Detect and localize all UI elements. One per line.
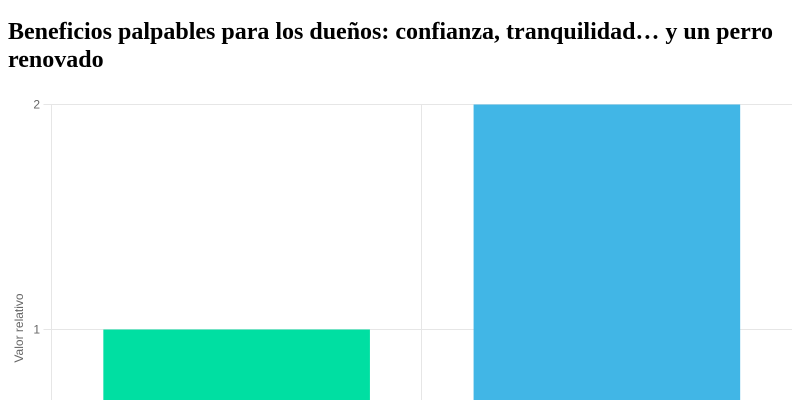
svg-text:2: 2 [33, 97, 40, 111]
svg-text:Valor relativo: Valor relativo [12, 293, 26, 362]
svg-text:1: 1 [33, 323, 40, 337]
